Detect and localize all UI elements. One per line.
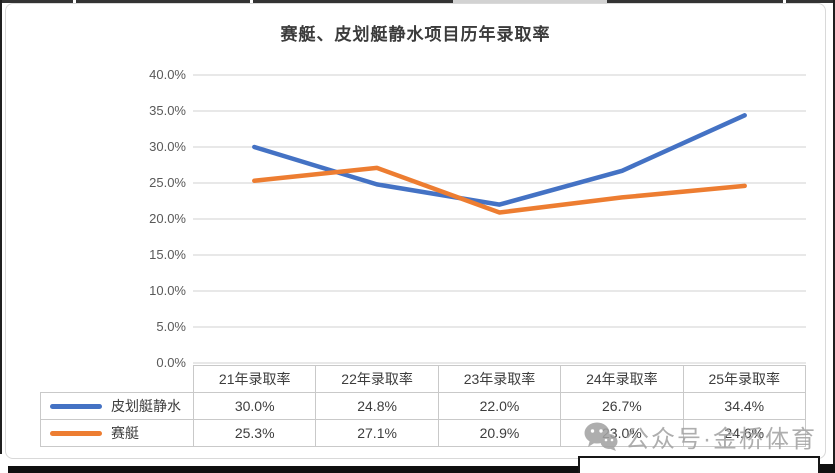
y-tick-label: 15.0% [149,247,186,262]
crop-corner [820,464,835,473]
series1-line-swatch [50,403,102,409]
table-cell: 24.8% [315,392,439,420]
table-cell: 24.6% [682,419,807,447]
chart-data-table: 21年录取率 22年录取率 23年录取率 24年录取率 25年录取率 皮划艇静水… [40,365,807,447]
column-header: 25年录取率 [682,365,807,393]
column-header: 22年录取率 [315,365,439,393]
crop-edge-left [0,0,2,454]
crop-whitebox [578,456,820,473]
series1-label: 皮划艇静水 [111,398,181,414]
series-line-赛艇 [252,165,747,215]
column-header: 23年录取率 [437,365,562,393]
column-header: 21年录取率 [192,365,317,393]
table-cell: 27.1% [315,419,439,447]
wechat-icon [584,422,618,451]
crop-edge-top-right [607,0,835,3]
watermark: 公众号·金桥体育 [584,416,817,456]
crop-notch [250,0,253,3]
series2-line-swatch [50,430,102,436]
y-tick-label: 20.0% [149,211,186,226]
y-tick-label: 30.0% [149,139,186,154]
crop-edge-top-mid [453,0,607,3]
column-header: 24年录取率 [560,365,684,393]
table-row: 赛艇 25.3% 27.1% 20.9% 23.0% 24.6% [40,419,807,447]
table-header-row: 21年录取率 22年录取率 23年录取率 24年录取率 25年录取率 [41,365,807,393]
legend-item-series2: 赛艇 [40,419,194,447]
legend-item-series1: 皮划艇静水 [40,392,194,420]
y-tick-label: 0.0% [156,355,186,370]
line-plot [193,74,806,364]
table-cell: 34.4% [682,392,807,420]
table-cell: 20.9% [437,419,562,447]
crop-edge-right [833,0,835,473]
y-tick-label: 25.0% [149,175,186,190]
crop-notch [783,0,786,3]
series2-label: 赛艇 [111,425,139,441]
table-blank-cell [41,366,194,393]
y-tick-label: 10.0% [149,283,186,298]
crop-edge-top-left [0,0,453,3]
table-cell: 22.0% [437,392,562,420]
crop-edge-bottom [8,466,578,473]
crop-notch [73,0,76,3]
table-cell: 25.3% [192,419,317,447]
y-tick-label: 35.0% [149,103,186,118]
watermark-text: 公众号·金桥体育 [625,425,817,453]
table-cell: 30.0% [192,392,317,420]
y-tick-label: 5.0% [156,319,186,334]
chart-title: 赛艇、皮划艇静水项目历年录取率 [280,25,551,44]
y-tick-label: 40.0% [149,67,186,82]
table-cell: 26.7% [560,392,684,420]
